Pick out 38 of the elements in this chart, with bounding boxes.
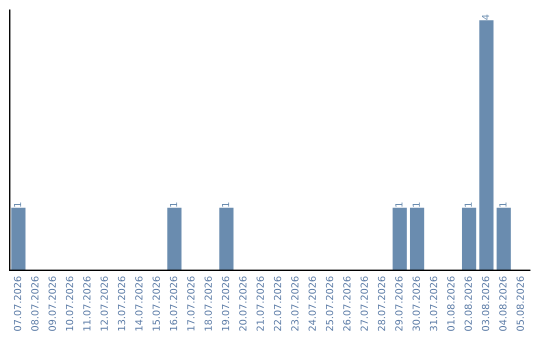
x-tick-label: 28.07.2026 [378,276,386,331]
x-tick-label: 05.08.2026 [516,276,524,331]
data-label: 1 [170,202,178,207]
x-tick-label: 23.07.2026 [291,276,299,331]
x-tick-label: 16.07.2026 [170,276,178,330]
x-tick-label: 12.07.2026 [100,276,108,330]
x-tick-label: 13.07.2026 [118,276,126,330]
x-tick-label: 25.07.2026 [326,276,334,331]
x-tick-label: 14.07.2026 [135,276,143,330]
x-tick-label: 27.07.2026 [360,276,368,331]
x-tick-label: 07.07.2026 [14,276,22,331]
x-tick-label: 02.08.2026 [464,276,472,331]
data-label: 1 [464,202,472,207]
x-tick-label: 08.07.2026 [31,276,39,331]
data-label: 1 [395,202,402,207]
x-tick-label: 21.07.2026 [256,276,264,331]
x-tick-label: 19.07.2026 [222,276,230,330]
x-tick-label: 31.07.2026 [430,276,438,331]
x-tick-label: 18.07.2026 [204,276,212,330]
x-tick-label: 01.08.2026 [447,276,455,331]
data-label: 4 [482,14,490,20]
data-label: 1 [222,202,230,207]
x-tick-label: 22.07.2026 [274,276,282,331]
x-tick-label: 10.07.2026 [66,276,74,330]
x-tick-label: 20.07.2026 [239,276,247,331]
data-label: 1 [14,202,22,207]
x-tick-label: 11.07.2026 [83,276,91,330]
x-tick-label: 15.07.2026 [152,276,160,330]
x-tick-label: 26.07.2026 [343,276,351,331]
data-label: 1 [499,202,506,207]
x-tick-label: 03.08.2026 [482,276,490,331]
x-tick-label: 04.08.2026 [499,276,507,331]
x-tick-label: 30.07.2026 [412,276,420,331]
x-tick-label: 24.07.2026 [308,276,316,331]
x-tick-label: 17.07.2026 [187,276,195,330]
x-tick-label: 29.07.2026 [395,276,403,331]
data-label: 1 [412,202,420,207]
x-tick-label: 09.07.2026 [48,276,56,331]
